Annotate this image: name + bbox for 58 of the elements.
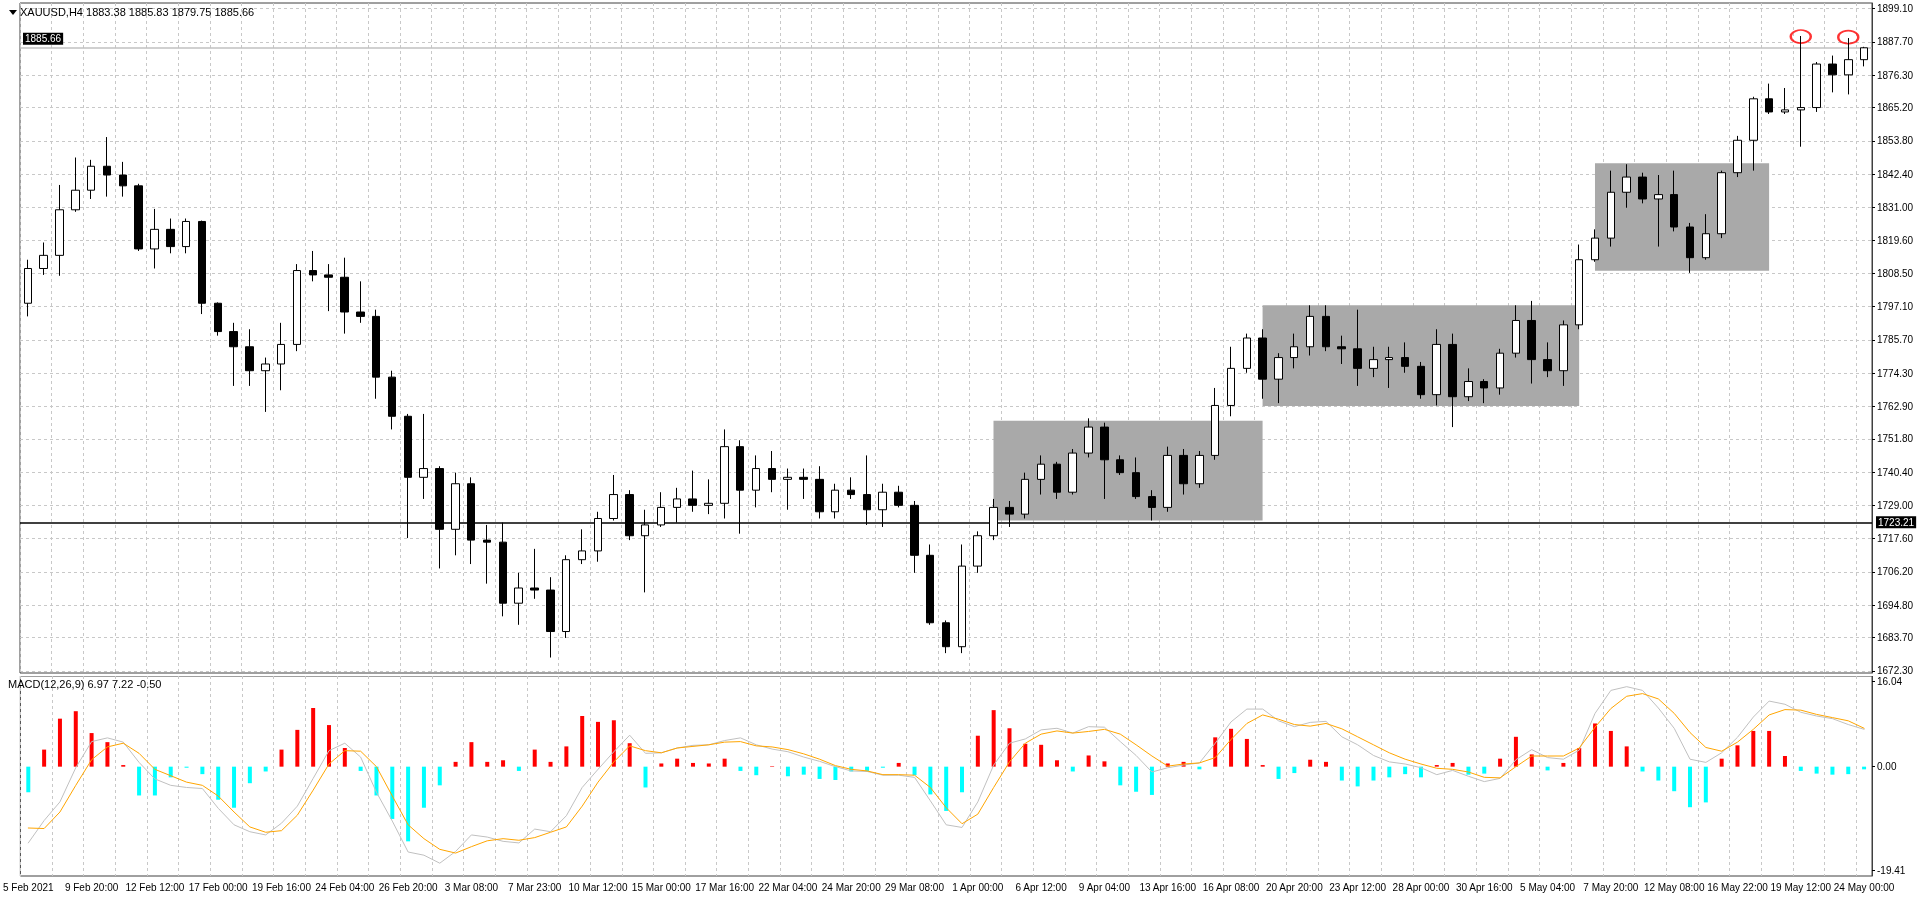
x-tick-label: 6 Apr 12:00	[1015, 881, 1068, 893]
x-tick-label: 16 Apr 08:00	[1202, 881, 1260, 893]
y-tick-label: 1865.20	[1877, 102, 1914, 114]
y-tick-label: 1706.20	[1877, 566, 1914, 578]
x-tick-label: 10 Mar 12:00	[568, 881, 628, 893]
x-tick-label: 12 Feb 12:00	[125, 881, 185, 893]
x-tick-label: 23 Apr 12:00	[1329, 881, 1387, 893]
x-tick-label: 22 Mar 04:00	[758, 881, 818, 893]
y-tick-label: 1887.70	[1877, 36, 1914, 48]
x-tick-label: 24 Mar 20:00	[821, 881, 882, 893]
x-tick-label: 30 Apr 16:00	[1455, 881, 1514, 893]
y-tick-label: -19.41	[1877, 864, 1906, 876]
x-tick-label: 16 May 22:00	[1707, 881, 1769, 893]
x-tick-label: 5 Feb 2021	[2, 881, 55, 893]
x-tick-label: 7 Mar 23:00	[508, 881, 562, 893]
y-tick-label: 1876.30	[1877, 69, 1914, 81]
y-tick-label: 1797.10	[1877, 300, 1914, 312]
y-tick-label: 1899.10	[1877, 3, 1914, 15]
x-tick-label: 17 Mar 16:00	[695, 881, 755, 893]
x-tick-label: 13 Apr 16:00	[1139, 881, 1197, 893]
y-tick-label: 1762.90	[1877, 400, 1914, 412]
y-tick-label: 1785.70	[1877, 334, 1914, 346]
y-tick-label: 16.04	[1877, 675, 1903, 687]
y-tick-label: 1808.50	[1877, 267, 1914, 279]
y-tick-label: 1842.40	[1877, 168, 1914, 180]
x-tick-label: 24 May 00:00	[1833, 881, 1895, 893]
x-tick-label: 20 Apr 20:00	[1266, 881, 1324, 893]
y-tick-label: 1740.40	[1877, 466, 1914, 478]
y-tick-label: 1694.80	[1877, 599, 1914, 611]
y-tick-label: 0.00	[1877, 761, 1897, 773]
x-tick-label: 15 Mar 00:00	[631, 881, 692, 893]
y-tick-label: 1853.80	[1877, 135, 1914, 147]
y-tick-label: 1774.30	[1877, 367, 1914, 379]
y-tick-label: 1751.80	[1877, 433, 1914, 445]
x-tick-label: 19 May 12:00	[1770, 881, 1832, 893]
x-tick-label: 7 May 20:00	[1583, 881, 1639, 893]
x-tick-label: 9 Feb 20:00	[64, 881, 119, 893]
x-tick-label: 29 Mar 08:00	[885, 881, 945, 893]
ref-line-label: 1723.21	[1878, 516, 1915, 528]
y-tick-label: 1717.60	[1877, 533, 1914, 545]
y-tick-label: 1729.00	[1877, 499, 1914, 511]
x-tick-label: 1 Apr 00:00	[952, 881, 1004, 893]
x-tick-label: 26 Feb 20:00	[378, 881, 439, 893]
x-tick-label: 12 May 08:00	[1643, 881, 1705, 893]
x-tick-label: 17 Feb 00:00	[188, 881, 249, 893]
x-tick-label: 28 Apr 00:00	[1392, 881, 1450, 893]
chart-title: XAUUSD,H4 1883.38 1885.83 1879.75 1885.66	[20, 5, 255, 18]
y-tick-label: 1672.30	[1877, 665, 1914, 677]
x-tick-label: 24 Feb 04:00	[315, 881, 375, 893]
y-tick-label: 1831.00	[1877, 201, 1914, 213]
x-tick-label: 19 Feb 16:00	[252, 881, 312, 893]
x-tick-label: 5 May 04:00	[1520, 881, 1576, 893]
chart-title: MACD(12,26,9) 6.97 7.22 -0.50	[8, 677, 162, 690]
x-tick-label: 3 Mar 08:00	[444, 881, 499, 893]
y-tick-label: 1819.60	[1877, 235, 1914, 247]
ref-line-label: 1885.66	[25, 33, 62, 45]
x-tick-label: 9 Apr 04:00	[1078, 881, 1131, 893]
y-tick-label: 1683.70	[1877, 632, 1914, 644]
